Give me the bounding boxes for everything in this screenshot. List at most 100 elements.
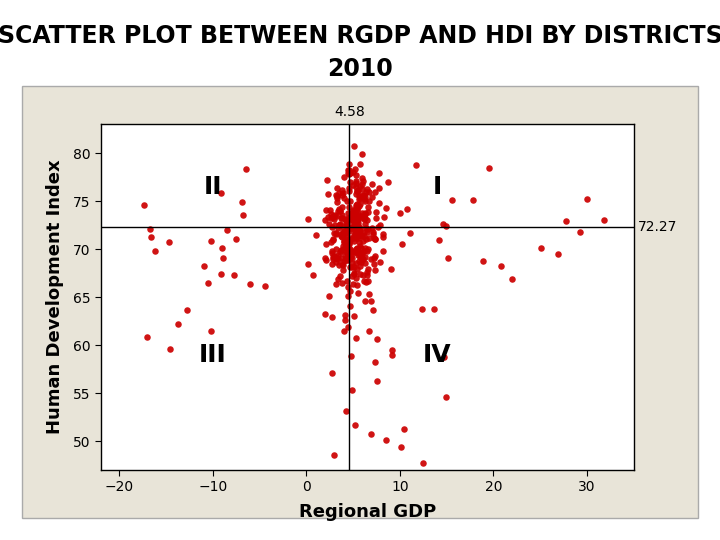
Point [323, 212, 334, 221]
Point [410, 160, 422, 169]
Point [338, 316, 350, 325]
Y-axis label: Human Development Index: Human Development Index [46, 160, 64, 434]
Point [331, 193, 343, 202]
Point [370, 214, 382, 222]
Point [240, 165, 252, 173]
Point [358, 215, 369, 224]
Point [367, 306, 379, 315]
Point [350, 183, 361, 192]
Point [350, 221, 361, 230]
Point [369, 252, 381, 260]
Point [333, 189, 345, 198]
Point [334, 206, 346, 215]
Point [327, 259, 338, 268]
Point [172, 319, 184, 328]
Point [348, 227, 360, 235]
Point [320, 309, 331, 318]
Point [385, 265, 397, 273]
Point [351, 214, 363, 223]
Point [337, 261, 348, 269]
Point [342, 323, 354, 332]
Point [346, 259, 358, 267]
Point [366, 224, 378, 232]
Point [347, 280, 359, 288]
Point [356, 250, 367, 259]
Point [341, 238, 353, 247]
Point [333, 251, 344, 259]
Point [330, 212, 341, 220]
Point [329, 211, 341, 219]
Point [346, 214, 357, 223]
Point [340, 231, 351, 240]
Point [356, 208, 368, 217]
Point [339, 243, 351, 252]
Point [377, 232, 389, 241]
Point [360, 278, 372, 287]
Point [351, 212, 363, 220]
Point [326, 222, 338, 231]
Point [217, 253, 229, 262]
Point [348, 247, 360, 256]
Point [343, 246, 355, 255]
Point [335, 214, 346, 222]
Point [319, 216, 330, 225]
Point [328, 252, 340, 261]
Point [360, 224, 372, 232]
Point [336, 211, 348, 219]
Point [347, 206, 359, 214]
Point [348, 237, 359, 246]
Point [352, 234, 364, 242]
Point [341, 197, 353, 206]
Point [341, 254, 352, 262]
Point [321, 176, 333, 184]
Point [348, 167, 359, 176]
Point [341, 242, 352, 251]
Point [216, 244, 228, 252]
Point [364, 234, 375, 242]
Point [339, 234, 351, 243]
Point [343, 166, 355, 174]
Point [334, 271, 346, 280]
Point [352, 186, 364, 195]
Point [331, 198, 343, 207]
Point [356, 191, 368, 200]
Point [348, 230, 360, 238]
Point [331, 191, 343, 200]
Point [330, 184, 342, 192]
Point [396, 443, 408, 452]
Point [339, 237, 351, 245]
Point [352, 212, 364, 221]
Point [361, 216, 372, 225]
Point [443, 254, 454, 262]
Point [328, 229, 339, 238]
Point [360, 188, 372, 197]
Point [341, 220, 353, 228]
Point [346, 263, 358, 272]
Point [330, 245, 342, 253]
Point [352, 221, 364, 230]
Point [144, 225, 156, 234]
Point [352, 218, 364, 227]
Text: 72.27: 72.27 [638, 220, 678, 234]
Point [355, 253, 366, 261]
Point [355, 261, 366, 270]
Point [336, 191, 348, 199]
Point [325, 238, 336, 246]
Point [330, 252, 342, 261]
Point [348, 270, 360, 279]
Point [320, 206, 332, 214]
Point [495, 262, 506, 271]
Point [328, 254, 339, 263]
Point [354, 211, 365, 220]
Point [330, 228, 342, 237]
Point [344, 215, 356, 224]
Point [386, 346, 397, 355]
Point [205, 237, 217, 245]
Point [351, 232, 362, 240]
Point [355, 248, 366, 257]
Point [350, 201, 361, 210]
Point [359, 276, 370, 285]
Point [343, 170, 355, 179]
Point [348, 223, 359, 232]
Point [361, 185, 372, 193]
